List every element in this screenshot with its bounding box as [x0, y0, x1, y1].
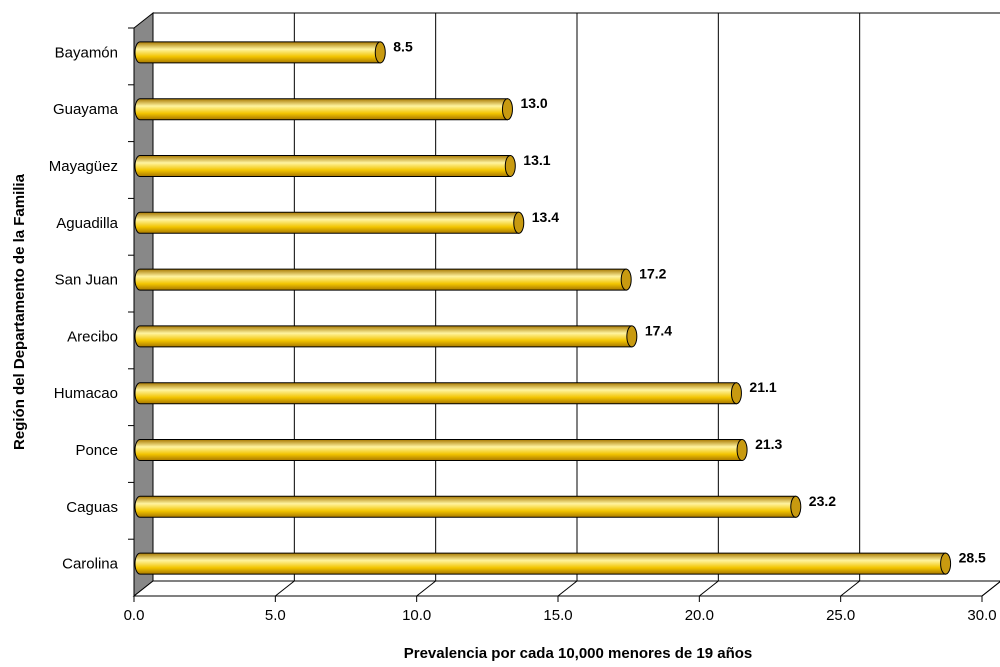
y-axis-title: Región del Departamento de la Familia — [11, 173, 28, 450]
labels: 0.0 5.0 10.0 15.0 20.0 25.0 30.0 Bayamón 8.5 Guay… — [49, 27, 997, 624]
floor-gridline — [981, 581, 1000, 597]
data-label: 21.1 — [749, 379, 776, 395]
bar-body — [134, 211, 520, 234]
bars — [134, 41, 952, 575]
bar — [134, 382, 742, 405]
x-axis-title: Prevalencia por cada 10,000 menores de 1… — [404, 645, 753, 662]
floor-gridline — [699, 580, 719, 597]
bar-body — [134, 382, 737, 405]
bar-cap — [626, 325, 638, 348]
bar-cap — [940, 552, 952, 575]
bar — [134, 552, 952, 575]
x-tick-label: 25.0 — [826, 607, 855, 624]
bar-cap — [504, 155, 516, 177]
bar — [134, 98, 513, 121]
x-tick-label: 30.0 — [967, 607, 996, 624]
category-label: Guayama — [53, 101, 119, 118]
data-label: 21.3 — [755, 436, 782, 452]
bar-body — [134, 98, 508, 121]
bar-cap — [790, 495, 802, 518]
data-label: 28.5 — [959, 550, 986, 566]
floor-gridline — [840, 580, 860, 597]
bar-body — [134, 41, 381, 64]
bar-body — [134, 495, 797, 518]
data-label: 8.5 — [393, 38, 413, 54]
bar-body — [134, 325, 633, 348]
category-label: Carolina — [62, 556, 119, 573]
category-label: Arecibo — [67, 328, 118, 345]
data-label: 17.4 — [645, 322, 672, 338]
floor-gridline — [416, 580, 436, 597]
bar-body — [134, 552, 947, 575]
x-tick-label: 0.0 — [124, 607, 145, 624]
bar — [134, 439, 748, 461]
data-label: 23.2 — [809, 493, 836, 509]
x-tick-label: 5.0 — [265, 607, 286, 624]
category-label: Ponce — [75, 442, 118, 459]
data-label: 13.0 — [520, 95, 547, 111]
category-label: Bayamón — [55, 44, 118, 61]
category-label: Mayagüez — [49, 158, 118, 175]
bar-cap — [730, 382, 742, 405]
bar-cap — [513, 211, 525, 234]
bar-cap — [501, 98, 513, 121]
bar-cap — [736, 439, 748, 461]
bar — [134, 155, 516, 177]
bar — [134, 211, 525, 234]
data-label: 13.1 — [523, 152, 550, 168]
bar — [134, 268, 632, 291]
bar — [134, 495, 802, 518]
category-label: San Juan — [55, 272, 118, 289]
data-label: 13.4 — [532, 209, 559, 225]
x-tick-label: 20.0 — [685, 607, 714, 624]
bar-cap — [374, 41, 386, 64]
data-label: 17.2 — [639, 266, 666, 282]
bar-body — [134, 268, 627, 291]
bar-body — [134, 155, 511, 177]
bar-body — [134, 439, 743, 461]
bar — [134, 325, 638, 348]
bar — [134, 41, 386, 64]
category-label: Aguadilla — [56, 215, 118, 232]
x-tick-label: 10.0 — [402, 607, 431, 624]
x-tick-label: 15.0 — [543, 607, 572, 624]
bar-cap — [620, 268, 632, 291]
floor-gridline — [275, 580, 295, 597]
category-label: Humacao — [54, 385, 118, 402]
category-label: Caguas — [66, 499, 118, 516]
floor-gridline — [557, 580, 578, 597]
